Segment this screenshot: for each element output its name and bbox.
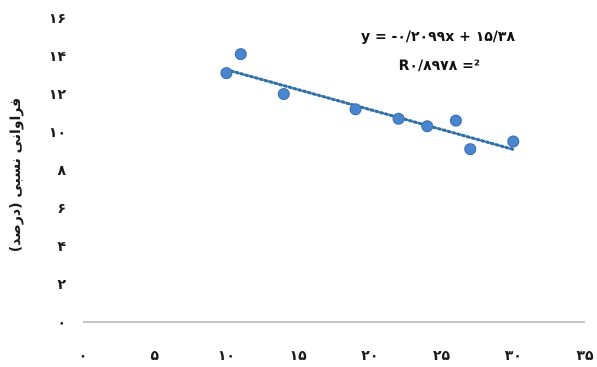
y-tick-label: ۱۶	[49, 11, 66, 27]
y-tick-labels: ۰ ۲ ۴ ۶ ۸ ۱۰ ۱۲ ۱۴ ۱۶	[49, 11, 67, 331]
x-tick-label: ۱۵	[290, 348, 308, 364]
data-points	[220, 48, 520, 156]
data-point	[277, 88, 290, 100]
x-tick-label: ۳۵	[576, 348, 594, 364]
data-point	[349, 103, 362, 116]
data-point	[392, 112, 405, 125]
x-tick-label: ۰	[79, 348, 88, 364]
y-tick-label: ۱۲	[49, 87, 67, 103]
data-point	[220, 67, 233, 80]
data-point	[234, 48, 247, 61]
x-tick-label: ۲۵	[433, 348, 451, 364]
y-tick-label: ۸	[57, 163, 66, 179]
data-point	[449, 114, 462, 127]
y-tick-label: ۱۰	[49, 125, 66, 141]
x-tick-label: ۳۰	[505, 348, 522, 364]
trendline-equation: y = -۰/۲۰۹۹x + ۱۵/۳۸	[361, 29, 516, 45]
y-tick-label: ۴	[57, 239, 66, 255]
y-axis-label: فراوانی نسبی (درصد)	[8, 98, 24, 252]
x-tick-label: ۱۰	[218, 348, 235, 364]
y-tick-label: ۰	[57, 315, 66, 331]
y-tick-label: ۶	[57, 201, 66, 217]
x-tick-labels: ۰ ۵ ۱۰ ۱۵ ۲۰ ۲۵ ۳۰ ۳۵	[79, 348, 594, 364]
x-tick-label: ۵	[150, 348, 159, 364]
data-point	[464, 143, 477, 156]
data-point	[507, 135, 520, 148]
data-point	[421, 120, 434, 133]
r-squared-label: R۰/۸۹۷۸ =²	[399, 58, 480, 74]
y-tick-label: ۱۴	[49, 49, 67, 65]
y-tick-label: ۲	[57, 277, 66, 293]
trendline	[224, 68, 515, 151]
x-tick-label: ۲۰	[361, 348, 378, 364]
